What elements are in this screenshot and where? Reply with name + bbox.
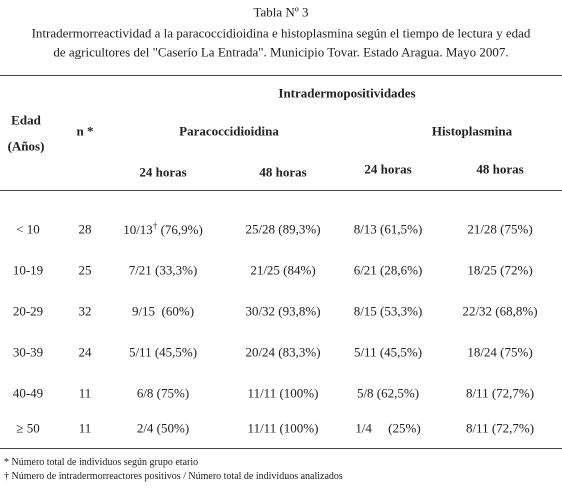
- sub-header: 24 horas: [364, 161, 412, 177]
- cell: 5/11 (45,5%): [353, 344, 423, 360]
- group-header: Histoplasmina: [431, 123, 513, 139]
- cell: 5/11 (45,5%): [128, 344, 198, 360]
- table-title: Tabla Nº 3: [253, 4, 309, 20]
- top-rule: [0, 75, 562, 76]
- cell: 32: [78, 303, 92, 319]
- footnote: * Número total de individuos según grupo…: [4, 457, 199, 468]
- sub-header: 48 horas: [476, 161, 524, 177]
- cell: 30-39: [12, 344, 44, 360]
- cell: 2/4 (50%): [136, 420, 190, 436]
- group-header: Paracoccidioidina: [179, 123, 279, 139]
- cell: 10/13† (76,9%): [123, 220, 203, 238]
- cell: 8/11 (72,7%): [465, 420, 535, 436]
- cell: 1/4 (25%): [355, 420, 421, 436]
- cell: < 10: [16, 221, 40, 237]
- n-header: n *: [76, 123, 94, 139]
- cell: 11: [78, 385, 92, 401]
- cell-sup: †: [152, 220, 158, 231]
- cell: 18/25 (72%): [467, 262, 533, 278]
- cell: 6/21 (28,6%): [353, 262, 423, 278]
- bottom-rule: [0, 448, 562, 449]
- cell: 21/28 (75%): [467, 221, 533, 237]
- cell: 25: [78, 262, 92, 278]
- cell: 18/24 (75%): [467, 344, 533, 360]
- cell: 30/32 (93,8%): [245, 303, 321, 319]
- footnote: † Número de intradermorreactores positiv…: [4, 471, 343, 482]
- age-header: (Años): [7, 138, 45, 154]
- cell: 10-19: [12, 262, 44, 278]
- cell: 28: [78, 221, 92, 237]
- cell: 21/25 (84%): [250, 262, 316, 278]
- cell: 20/24 (83,3%): [245, 344, 321, 360]
- age-header: Edad: [11, 112, 41, 128]
- cell: 25/28 (89,3%): [245, 221, 321, 237]
- cell: 22/32 (68,8%): [462, 303, 538, 319]
- cell: 8/11 (72,7%): [465, 385, 535, 401]
- caption-line: de agricultores del "Caserío La Entrada"…: [53, 44, 509, 60]
- cell: 20-29: [12, 303, 44, 319]
- cell: ≥ 50: [16, 420, 40, 436]
- cell: 24: [78, 344, 92, 360]
- cell: 40-49: [12, 385, 44, 401]
- header-rule: [0, 190, 562, 191]
- caption-line: Intradermorreactividad a la paracoccidio…: [31, 25, 531, 41]
- cell: 5/8 (62,5%): [356, 385, 420, 401]
- cell: 9/15 (60%): [131, 303, 195, 319]
- cell: 8/15 (53,3%): [353, 303, 423, 319]
- cell: 7/21 (33,3%): [128, 262, 198, 278]
- cell: 8/13 (61,5%): [353, 221, 423, 237]
- cell: 6/8 (75%): [136, 385, 190, 401]
- sub-header: 48 horas: [259, 164, 307, 180]
- group-header: Intradermopositividades: [278, 85, 416, 101]
- sub-header: 24 horas: [139, 164, 187, 180]
- cell: 11/11 (100%): [247, 420, 319, 436]
- cell: 11: [78, 420, 92, 436]
- cell: 11/11 (100%): [247, 385, 319, 401]
- cell-text: 10/13: [123, 222, 153, 238]
- cell-text: (76,9%): [157, 222, 203, 238]
